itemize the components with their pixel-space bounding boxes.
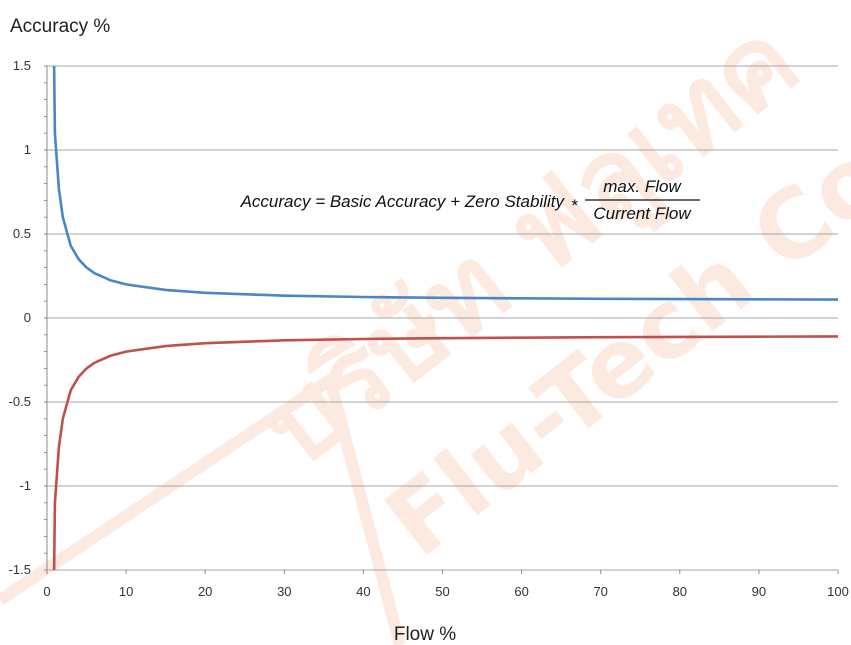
series-line-negative (52, 335, 838, 570)
series-lines (52, 66, 838, 570)
x-tick-label: 80 (673, 584, 687, 599)
x-tick-label: 20 (198, 584, 212, 599)
x-tick-label: 40 (356, 584, 370, 599)
x-tick-label: 10 (119, 584, 133, 599)
axes (44, 65, 839, 574)
x-tick-label: 50 (435, 584, 449, 599)
x-tick-label: 0 (43, 584, 50, 599)
x-tick-label: 30 (277, 584, 291, 599)
formula-lhs: Accuracy = Basic Accuracy + Zero Stabili… (240, 192, 566, 211)
y-tick-label: -1 (19, 478, 31, 493)
y-tick-label: 0 (24, 310, 31, 325)
formula-denominator: Current Flow (593, 204, 692, 223)
y-tick-labels: 1.5 1 0.5 0 -0.5 -1 -1.5 (9, 58, 31, 577)
x-axis-title: Flow % (394, 624, 456, 645)
formula: Accuracy = Basic Accuracy + Zero Stabili… (240, 177, 700, 223)
x-tick-label: 90 (752, 584, 766, 599)
x-tick-labels: 0 10 20 30 40 50 60 70 80 90 100 (43, 584, 848, 599)
formula-numerator: max. Flow (603, 177, 682, 196)
y-tick-label: 0.5 (13, 226, 31, 241)
formula-operator: * (571, 196, 579, 215)
y-tick-label: 1.5 (13, 58, 31, 73)
x-tick-label: 100 (827, 584, 849, 599)
x-tick-label: 70 (593, 584, 607, 599)
series-line-positive (52, 66, 838, 301)
y-tick-label: -1.5 (9, 562, 31, 577)
x-tick-label: 60 (514, 584, 528, 599)
y-axis-title: Accuracy % (10, 16, 110, 37)
y-tick-label: -0.5 (9, 394, 31, 409)
y-tick-label: 1 (24, 142, 31, 157)
